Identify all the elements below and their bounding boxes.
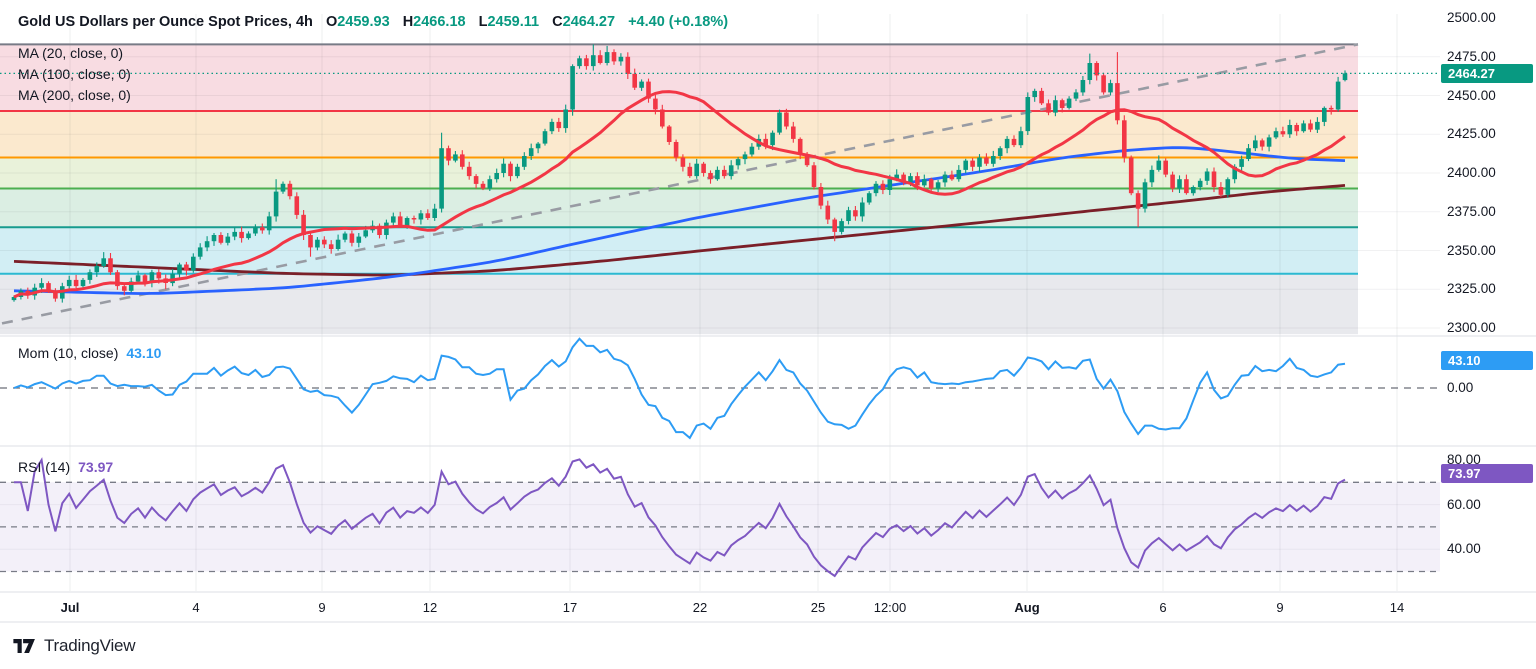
time-label: Aug — [1014, 600, 1040, 615]
close-value: 2464.27 — [562, 14, 616, 30]
high-label: H — [402, 14, 414, 30]
time-label: 25 — [810, 600, 826, 615]
rsi-tick: 80.00 — [1447, 452, 1481, 467]
price-tick: 2375.00 — [1447, 203, 1496, 219]
time-label: Jul — [60, 600, 80, 615]
close-label: C — [552, 14, 563, 30]
rsi-tick: 60.00 — [1447, 496, 1481, 512]
momentum-tick: 0.00 — [1447, 380, 1474, 395]
tradingview-wordmark: TradingView — [44, 636, 136, 655]
time-label: 12:00 — [873, 600, 907, 615]
time-label: 17 — [562, 600, 578, 615]
ma100-legend[interactable]: MA (100, close, 0) — [18, 66, 131, 82]
high-value: 2466.18 — [413, 14, 466, 30]
price-tick: 2425.00 — [1447, 126, 1496, 142]
momentum-value: 43.10 — [126, 345, 162, 361]
tradingview-logo[interactable]: TradingView — [12, 636, 136, 656]
time-label: 12 — [422, 600, 438, 615]
low-value: 2459.11 — [487, 14, 540, 30]
time-label: 9 — [1276, 600, 1284, 615]
price-tick: 2500.00 — [1447, 10, 1496, 25]
open-value: 2459.93 — [337, 14, 390, 30]
rsi-value: 73.97 — [78, 459, 114, 475]
change-value: +4.40 (+0.18%) — [628, 14, 729, 30]
rsi-label: RSI (14) — [18, 459, 71, 475]
symbol-legend[interactable]: Gold US Dollars per Ounce Spot Prices, 4… — [18, 14, 728, 30]
price-tick: 2300.00 — [1447, 320, 1496, 335]
tradingview-logo-icon — [13, 639, 35, 653]
time-label: 9 — [318, 600, 326, 615]
ma200-legend[interactable]: MA (200, close, 0) — [18, 87, 131, 103]
price-tick: 2400.00 — [1447, 165, 1496, 180]
time-label: 4 — [192, 600, 200, 615]
rsi-tick: 40.00 — [1447, 541, 1481, 557]
symbol-title: Gold US Dollars per Ounce Spot Prices, 4… — [18, 14, 313, 30]
price-tick: 2350.00 — [1447, 242, 1496, 258]
rsi-legend[interactable]: RSI (14) 73.97 — [18, 459, 113, 475]
open-label: O — [325, 14, 338, 30]
price-tick: 2475.00 — [1447, 48, 1496, 64]
price-tick: 2325.00 — [1447, 281, 1496, 297]
last-price-badge: 2464.27 — [1441, 63, 1533, 83]
time-label: 6 — [1159, 600, 1167, 615]
momentum-legend[interactable]: Mom (10, close) 43.10 — [18, 345, 161, 361]
low-label: L — [478, 14, 488, 30]
time-label: 22 — [692, 600, 708, 615]
ma20-legend[interactable]: MA (20, close, 0) — [18, 45, 124, 61]
time-label: 14 — [1389, 600, 1405, 615]
momentum-label: Mom (10, close) — [18, 345, 119, 361]
momentum-value-badge: 43.10 — [1441, 350, 1533, 370]
rsi-value-badge: 73.97 — [1441, 463, 1533, 483]
price-tick: 2450.00 — [1447, 87, 1496, 103]
